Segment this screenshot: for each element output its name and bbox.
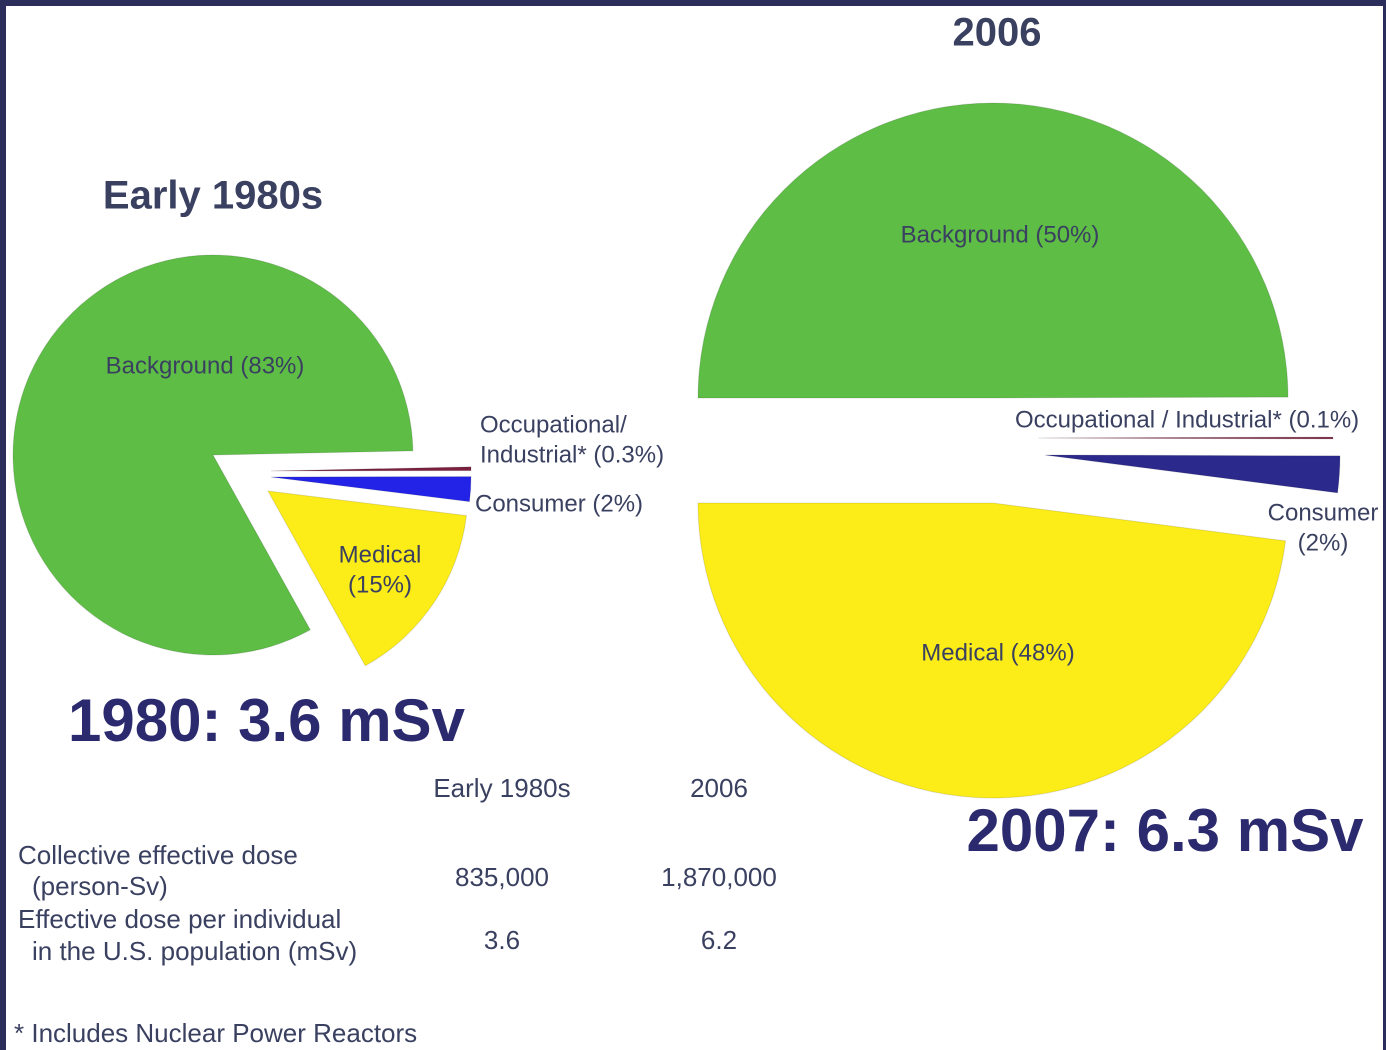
chart-title: Early 1980s xyxy=(103,174,323,218)
pie-slice xyxy=(270,466,472,472)
pie-slice xyxy=(697,102,1289,399)
pie-slice xyxy=(12,254,414,656)
slice-label: Medical (48%) xyxy=(921,639,1074,666)
table-cell: 1,870,000 xyxy=(661,862,777,892)
footnote: * Includes Nuclear Power Reactors xyxy=(14,1018,417,1048)
row-label: Collective effective dose xyxy=(18,840,298,870)
annotation: 1980: 3.6 mSv xyxy=(68,687,466,754)
row-label: Effective dose per individual xyxy=(18,904,341,934)
slice-label: Industrial* (0.3%) xyxy=(480,441,664,468)
slice-label: Consumer xyxy=(1268,499,1379,526)
pie-slice xyxy=(1044,454,1341,494)
table-cell: 835,000 xyxy=(455,862,549,892)
frame-left xyxy=(0,0,6,1050)
slice-label: (2%) xyxy=(1298,529,1349,556)
frame-top xyxy=(0,0,1386,6)
annotation: 2007: 6.3 mSv xyxy=(967,797,1365,864)
slice-label: (15%) xyxy=(348,571,412,598)
pie-slice xyxy=(1037,436,1334,440)
slice-label: Consumer (2%) xyxy=(475,490,643,517)
slice-label: Medical xyxy=(339,541,422,568)
frame-right xyxy=(1383,0,1386,1050)
table-header: Early 1980s xyxy=(433,773,570,803)
table-cell: 3.6 xyxy=(484,925,520,955)
row-label: in the U.S. population (mSv) xyxy=(32,936,357,966)
pie-slice xyxy=(270,476,472,503)
pie-slice xyxy=(267,490,468,667)
slice-label: Background (50%) xyxy=(901,221,1100,248)
slice-label: Occupational / Industrial* (0.1%) xyxy=(1015,406,1359,433)
pie-slice xyxy=(697,502,1287,799)
row-label: (person-Sv) xyxy=(32,871,168,901)
table-header: 2006 xyxy=(690,773,748,803)
slice-label: Occupational/ xyxy=(480,411,627,438)
chart-title: 2006 xyxy=(953,11,1042,55)
table-cell: 6.2 xyxy=(701,925,737,955)
slice-label: Background (83%) xyxy=(106,352,305,379)
